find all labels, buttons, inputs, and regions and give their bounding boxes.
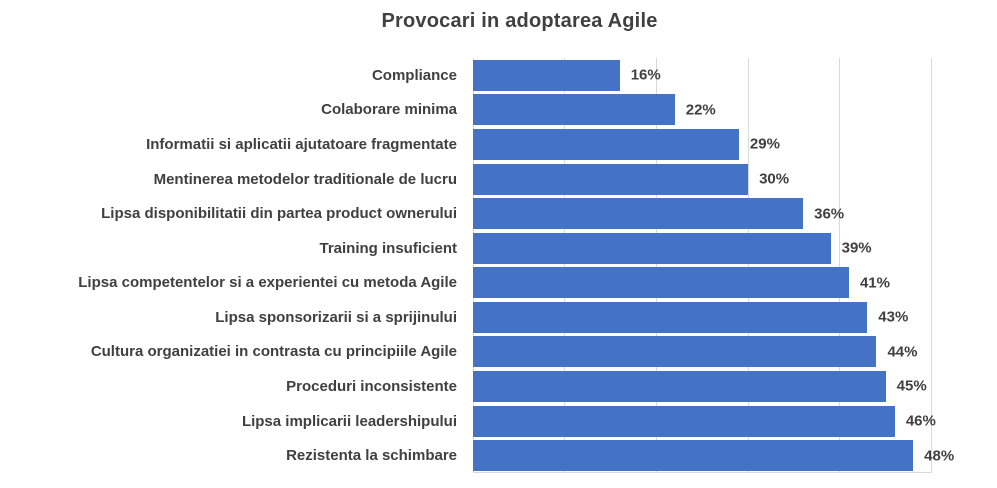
bar (473, 336, 877, 368)
gridline (564, 58, 566, 473)
bar-track: 46% (473, 405, 997, 437)
x-axis-line (473, 472, 932, 473)
category-label: Training insuficient (319, 239, 457, 257)
bar (473, 301, 868, 333)
value-label: 29% (749, 135, 780, 153)
bar-row: Lipsa disponibilitatii din partea produc… (0, 196, 997, 231)
y-axis-line (473, 58, 474, 473)
gridline (655, 58, 657, 473)
value-label: 22% (685, 101, 716, 119)
category-label: Lipsa sponsorizarii si a sprijinului (215, 308, 457, 326)
gridline (839, 58, 841, 473)
bar-row: Mentinerea metodelor traditionale de luc… (0, 162, 997, 197)
bar-track: 48% (473, 440, 997, 472)
value-label: 16% (630, 66, 661, 84)
category-label: Compliance (371, 66, 457, 84)
category-label: Lipsa disponibilitatii din partea produc… (101, 205, 457, 223)
bar-track: 41% (473, 267, 997, 299)
gridline (747, 58, 749, 473)
gridline (931, 58, 932, 473)
bar-track: 39% (473, 232, 997, 264)
bar-row: Informatii si aplicatii ajutatoare fragm… (0, 127, 997, 162)
value-label: 36% (814, 205, 845, 223)
value-label: 44% (887, 343, 918, 361)
chart-title: Provocari in adoptarea Agile (381, 10, 658, 32)
value-label: 45% (896, 377, 927, 395)
bar-track: 45% (473, 370, 997, 402)
bar (473, 232, 831, 264)
bar-row: Proceduri inconsistente 45% (0, 369, 997, 404)
category-label: Colaborare minima (321, 101, 457, 119)
bar (473, 128, 739, 160)
bar-track: 44% (473, 336, 997, 368)
value-label: 30% (759, 170, 790, 188)
bar-track: 30% (473, 163, 997, 195)
value-label: 48% (924, 447, 955, 465)
category-label: Cultura organizatiei in contrasta cu pri… (90, 343, 457, 361)
bar-track: 43% (473, 301, 997, 333)
bar-row: Lipsa implicarii leadershipului 46% (0, 404, 997, 439)
bar-row: Compliance 16% (0, 58, 997, 93)
category-label: Proceduri inconsistente (286, 377, 457, 395)
value-label: 41% (859, 274, 890, 292)
value-label: 39% (841, 239, 872, 257)
category-label: Informatii si aplicatii ajutatoare fragm… (146, 135, 457, 153)
bar (473, 59, 620, 91)
category-label: Lipsa implicarii leadershipului (241, 412, 457, 430)
bar-track: 36% (473, 198, 997, 230)
category-label: Mentinerea metodelor traditionale de luc… (153, 170, 457, 188)
bar (473, 405, 895, 437)
bar-track: 22% (473, 94, 997, 126)
category-label: Lipsa competentelor si a experientei cu … (78, 274, 457, 292)
bar-track: 29% (473, 128, 997, 160)
bar-rows: Compliance 16% Colaborare minima 22% Informa… (0, 58, 997, 473)
bar (473, 163, 749, 195)
bar (473, 267, 849, 299)
value-label: 46% (905, 412, 936, 430)
category-label: Rezistenta la schimbare (286, 447, 457, 465)
bar-track: 16% (473, 59, 997, 91)
bar (473, 198, 804, 230)
value-label: 43% (878, 308, 909, 326)
bar-row: Rezistenta la schimbare 48% (0, 438, 997, 473)
bar-row: Cultura organizatiei in contrasta cu pri… (0, 335, 997, 370)
plot-area (473, 58, 933, 473)
bar (473, 94, 675, 126)
bar (473, 370, 886, 402)
bar-row: Lipsa sponsorizarii si a sprijinului 43% (0, 300, 997, 335)
bar-row: Lipsa competentelor si a experientei cu … (0, 265, 997, 300)
bar-row: Training insuficient 39% (0, 231, 997, 266)
bar-row: Colaborare minima 22% (0, 93, 997, 128)
bar (473, 440, 914, 472)
